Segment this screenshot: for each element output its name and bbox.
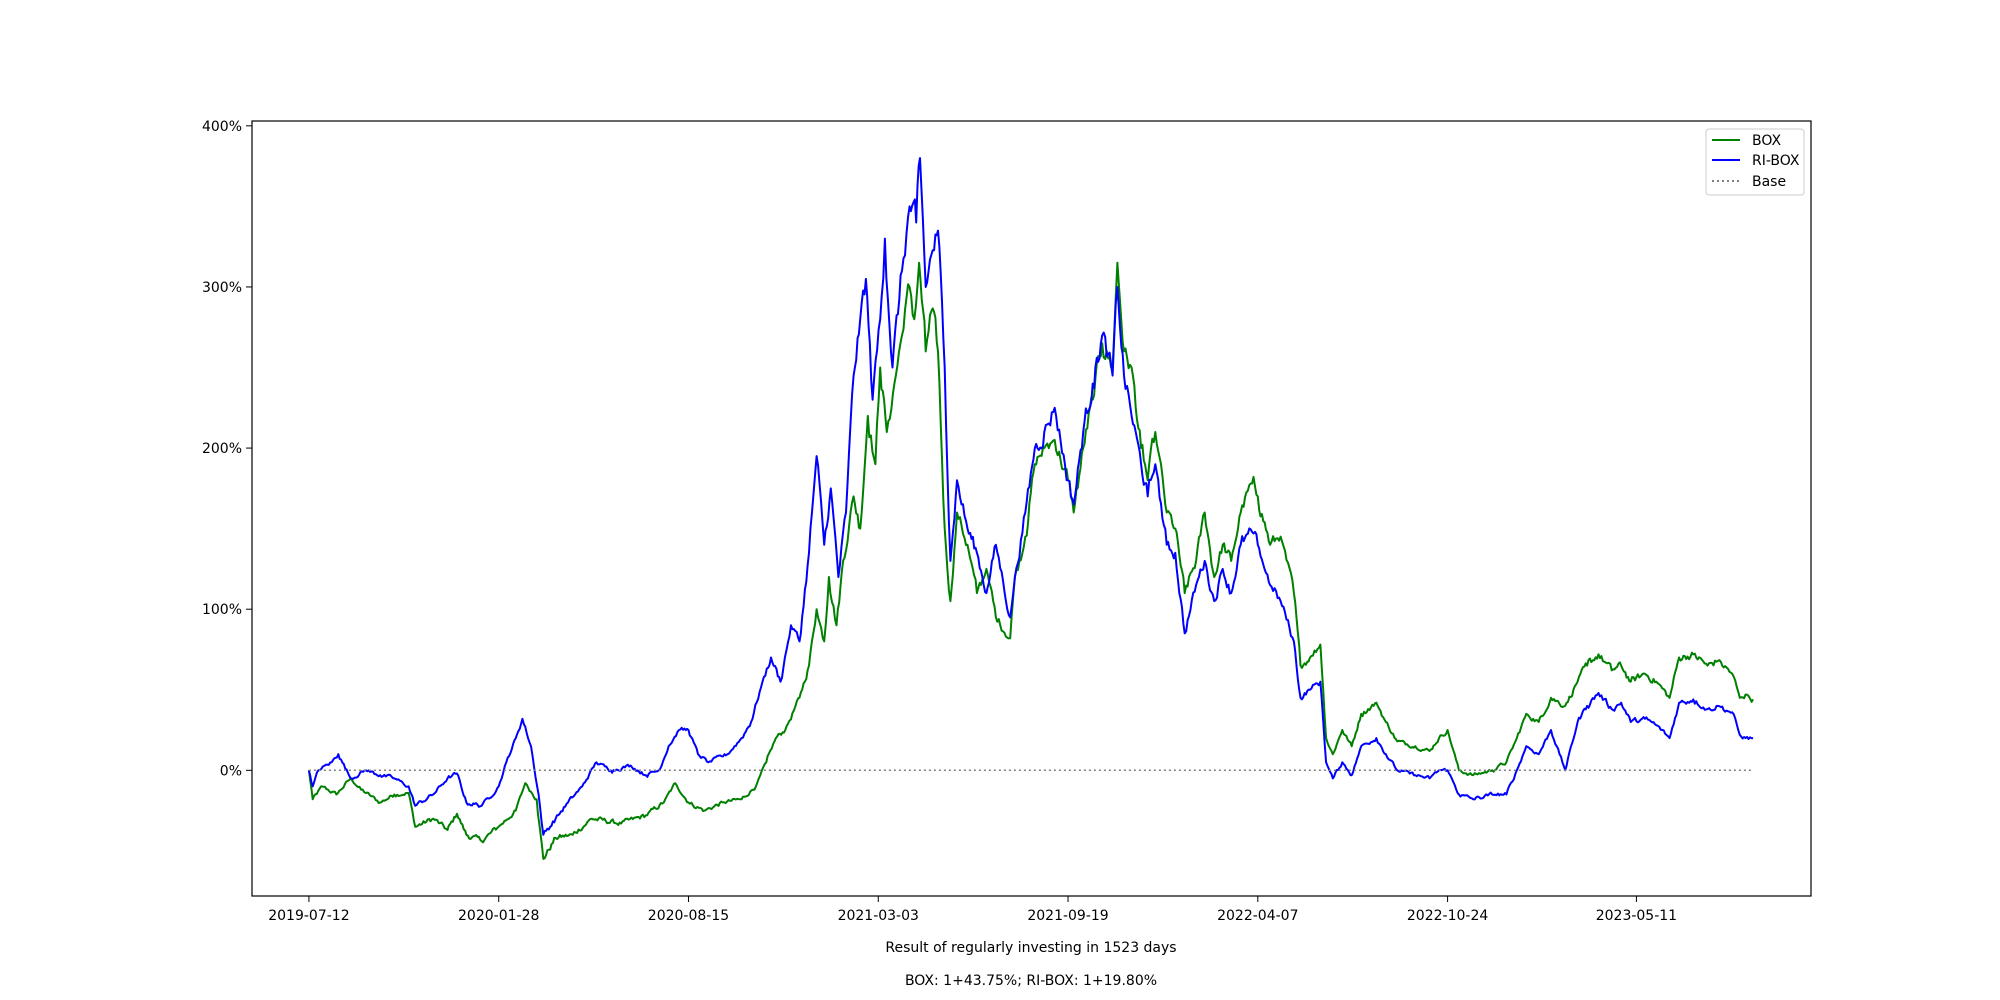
x-tick-label: 2022-10-24 bbox=[1407, 908, 1488, 924]
legend-box bbox=[1705, 128, 1805, 196]
y-tick-label: 0% bbox=[220, 763, 242, 779]
y-axis: 0% 100% 200% 300% 400% bbox=[202, 119, 252, 779]
y-tick-label: 200% bbox=[202, 441, 242, 457]
x-axis-label: Result of regularly investing in 1523 da… bbox=[885, 940, 1176, 956]
x-tick-label: 2020-01-28 bbox=[458, 908, 539, 924]
y-tick-label: 100% bbox=[202, 602, 242, 618]
x-tick-label: 2021-03-03 bbox=[838, 908, 919, 924]
x-tick-label: 2022-04-07 bbox=[1217, 908, 1298, 924]
legend-label-box: BOX bbox=[1752, 133, 1781, 149]
series-layer bbox=[307, 157, 1754, 860]
x-tick-label: 2019-07-12 bbox=[268, 908, 349, 924]
y-tick-label: 300% bbox=[202, 280, 242, 296]
series-line-ri-box bbox=[307, 157, 1754, 836]
series-line-box bbox=[307, 261, 1754, 860]
x-axis: 2019-07-12 2020-01-28 2020-08-15 2021-03-03… bbox=[268, 896, 1677, 924]
plot-frame bbox=[251, 120, 1812, 897]
x-tick-label: 2021-09-19 bbox=[1027, 908, 1108, 924]
x-tick-label: 2023-05-11 bbox=[1596, 908, 1677, 924]
legend-label-base: Base bbox=[1752, 174, 1786, 190]
x-tick-label: 2020-08-15 bbox=[648, 908, 729, 924]
y-tick-label: 400% bbox=[202, 119, 242, 135]
legend: BOX RI-BOX Base bbox=[1705, 128, 1805, 196]
legend-label-ri-box: RI-BOX bbox=[1752, 153, 1800, 169]
result-summary: BOX: 1+43.75%; RI-BOX: 1+19.80% bbox=[905, 973, 1157, 989]
